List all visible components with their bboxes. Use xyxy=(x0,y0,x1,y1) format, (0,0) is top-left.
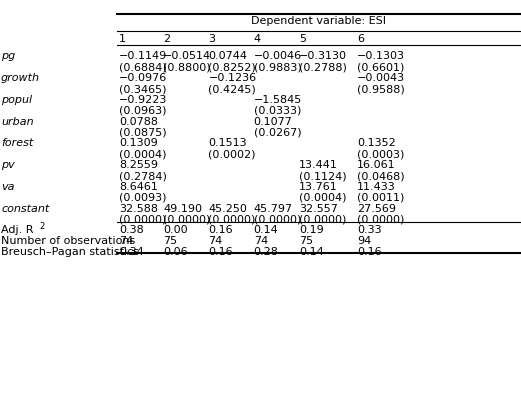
Text: 0.14: 0.14 xyxy=(254,225,279,235)
Text: (0.0000): (0.0000) xyxy=(254,214,301,224)
Text: 0.28: 0.28 xyxy=(254,247,279,256)
Text: (0.8800): (0.8800) xyxy=(163,62,210,72)
Text: (0.0093): (0.0093) xyxy=(119,192,166,202)
Text: (0.0468): (0.0468) xyxy=(357,170,404,180)
Text: 45.797: 45.797 xyxy=(254,203,293,213)
Text: (0.2784): (0.2784) xyxy=(119,170,167,180)
Text: 0.06: 0.06 xyxy=(163,247,188,256)
Text: 0.16: 0.16 xyxy=(208,225,233,235)
Text: −0.0046: −0.0046 xyxy=(254,51,302,61)
Text: 49.190: 49.190 xyxy=(163,203,202,213)
Text: 2: 2 xyxy=(39,221,44,231)
Text: (0.0963): (0.0963) xyxy=(119,105,166,115)
Text: 0.38: 0.38 xyxy=(119,225,144,235)
Text: 75: 75 xyxy=(163,235,177,245)
Text: 0.33: 0.33 xyxy=(357,225,381,235)
Text: 0.1309: 0.1309 xyxy=(119,138,157,148)
Text: (0.6601): (0.6601) xyxy=(357,62,404,72)
Text: 45.250: 45.250 xyxy=(208,203,247,213)
Text: (0.9883): (0.9883) xyxy=(254,62,302,72)
Text: −0.3130: −0.3130 xyxy=(299,51,347,61)
Text: 74: 74 xyxy=(208,235,222,245)
Text: 0.1352: 0.1352 xyxy=(357,138,395,148)
Text: (0.0875): (0.0875) xyxy=(119,127,166,137)
Text: 6: 6 xyxy=(357,34,364,44)
Text: (0.1124): (0.1124) xyxy=(299,170,346,180)
Text: (0.8252): (0.8252) xyxy=(208,62,256,72)
Text: 3: 3 xyxy=(208,34,215,44)
Text: (0.6884): (0.6884) xyxy=(119,62,167,72)
Text: growth: growth xyxy=(1,73,40,83)
Text: 5: 5 xyxy=(299,34,306,44)
Text: 11.433: 11.433 xyxy=(357,181,395,191)
Text: −0.1303: −0.1303 xyxy=(357,51,405,61)
Text: 75: 75 xyxy=(299,235,313,245)
Text: Adj. R: Adj. R xyxy=(1,225,33,235)
Text: (0.4245): (0.4245) xyxy=(208,84,256,94)
Text: (0.9588): (0.9588) xyxy=(357,84,405,94)
Text: 13.761: 13.761 xyxy=(299,181,338,191)
Text: popul: popul xyxy=(1,95,32,105)
Text: va: va xyxy=(1,181,15,191)
Text: urban: urban xyxy=(1,116,34,126)
Text: 0.16: 0.16 xyxy=(357,247,381,256)
Text: 8.6461: 8.6461 xyxy=(119,181,158,191)
Text: 16.061: 16.061 xyxy=(357,160,395,170)
Text: pg: pg xyxy=(1,51,15,61)
Text: 8.2559: 8.2559 xyxy=(119,160,158,170)
Text: 0.34: 0.34 xyxy=(119,247,144,256)
Text: 74: 74 xyxy=(119,235,133,245)
Text: 1: 1 xyxy=(119,34,126,44)
Text: 27.569: 27.569 xyxy=(357,203,396,213)
Text: (0.0000): (0.0000) xyxy=(357,214,404,224)
Text: 0.1077: 0.1077 xyxy=(254,116,293,126)
Text: (0.0002): (0.0002) xyxy=(208,149,256,159)
Text: (0.0004): (0.0004) xyxy=(299,192,346,202)
Text: −0.9223: −0.9223 xyxy=(119,95,167,105)
Text: 94: 94 xyxy=(357,235,371,245)
Text: 0.1513: 0.1513 xyxy=(208,138,247,148)
Text: −0.0976: −0.0976 xyxy=(119,73,167,83)
Text: Dependent variable: ESI: Dependent variable: ESI xyxy=(251,16,386,26)
Text: (0.2788): (0.2788) xyxy=(299,62,347,72)
Text: 74: 74 xyxy=(254,235,268,245)
Text: Breusch–Pagan statistics: Breusch–Pagan statistics xyxy=(1,247,139,256)
Text: (0.0000): (0.0000) xyxy=(299,214,346,224)
Text: −0.0043: −0.0043 xyxy=(357,73,405,83)
Text: 0.0744: 0.0744 xyxy=(208,51,247,61)
Text: −0.1236: −0.1236 xyxy=(208,73,256,83)
Text: −1.5845: −1.5845 xyxy=(254,95,302,105)
Text: (0.3465): (0.3465) xyxy=(119,84,166,94)
Text: forest: forest xyxy=(1,138,33,148)
Text: (0.0267): (0.0267) xyxy=(254,127,301,137)
Text: pv: pv xyxy=(1,160,15,170)
Text: 0.14: 0.14 xyxy=(299,247,324,256)
Text: −0.1149: −0.1149 xyxy=(119,51,167,61)
Text: 0.00: 0.00 xyxy=(163,225,188,235)
Text: (0.0333): (0.0333) xyxy=(254,105,301,115)
Text: 0.19: 0.19 xyxy=(299,225,324,235)
Text: −0.0514: −0.0514 xyxy=(163,51,211,61)
Text: 2: 2 xyxy=(163,34,170,44)
Text: 0.0788: 0.0788 xyxy=(119,116,158,126)
Text: 13.441: 13.441 xyxy=(299,160,338,170)
Text: Number of observations: Number of observations xyxy=(1,235,135,245)
Text: (0.0011): (0.0011) xyxy=(357,192,404,202)
Text: 0.16: 0.16 xyxy=(208,247,233,256)
Text: (0.0000): (0.0000) xyxy=(119,214,166,224)
Text: (0.0003): (0.0003) xyxy=(357,149,404,159)
Text: (0.0000): (0.0000) xyxy=(163,214,210,224)
Text: (0.0004): (0.0004) xyxy=(119,149,166,159)
Text: 4: 4 xyxy=(254,34,261,44)
Text: (0.0000): (0.0000) xyxy=(208,214,256,224)
Text: 32.588: 32.588 xyxy=(119,203,158,213)
Text: constant: constant xyxy=(1,203,49,213)
Text: 32.557: 32.557 xyxy=(299,203,338,213)
